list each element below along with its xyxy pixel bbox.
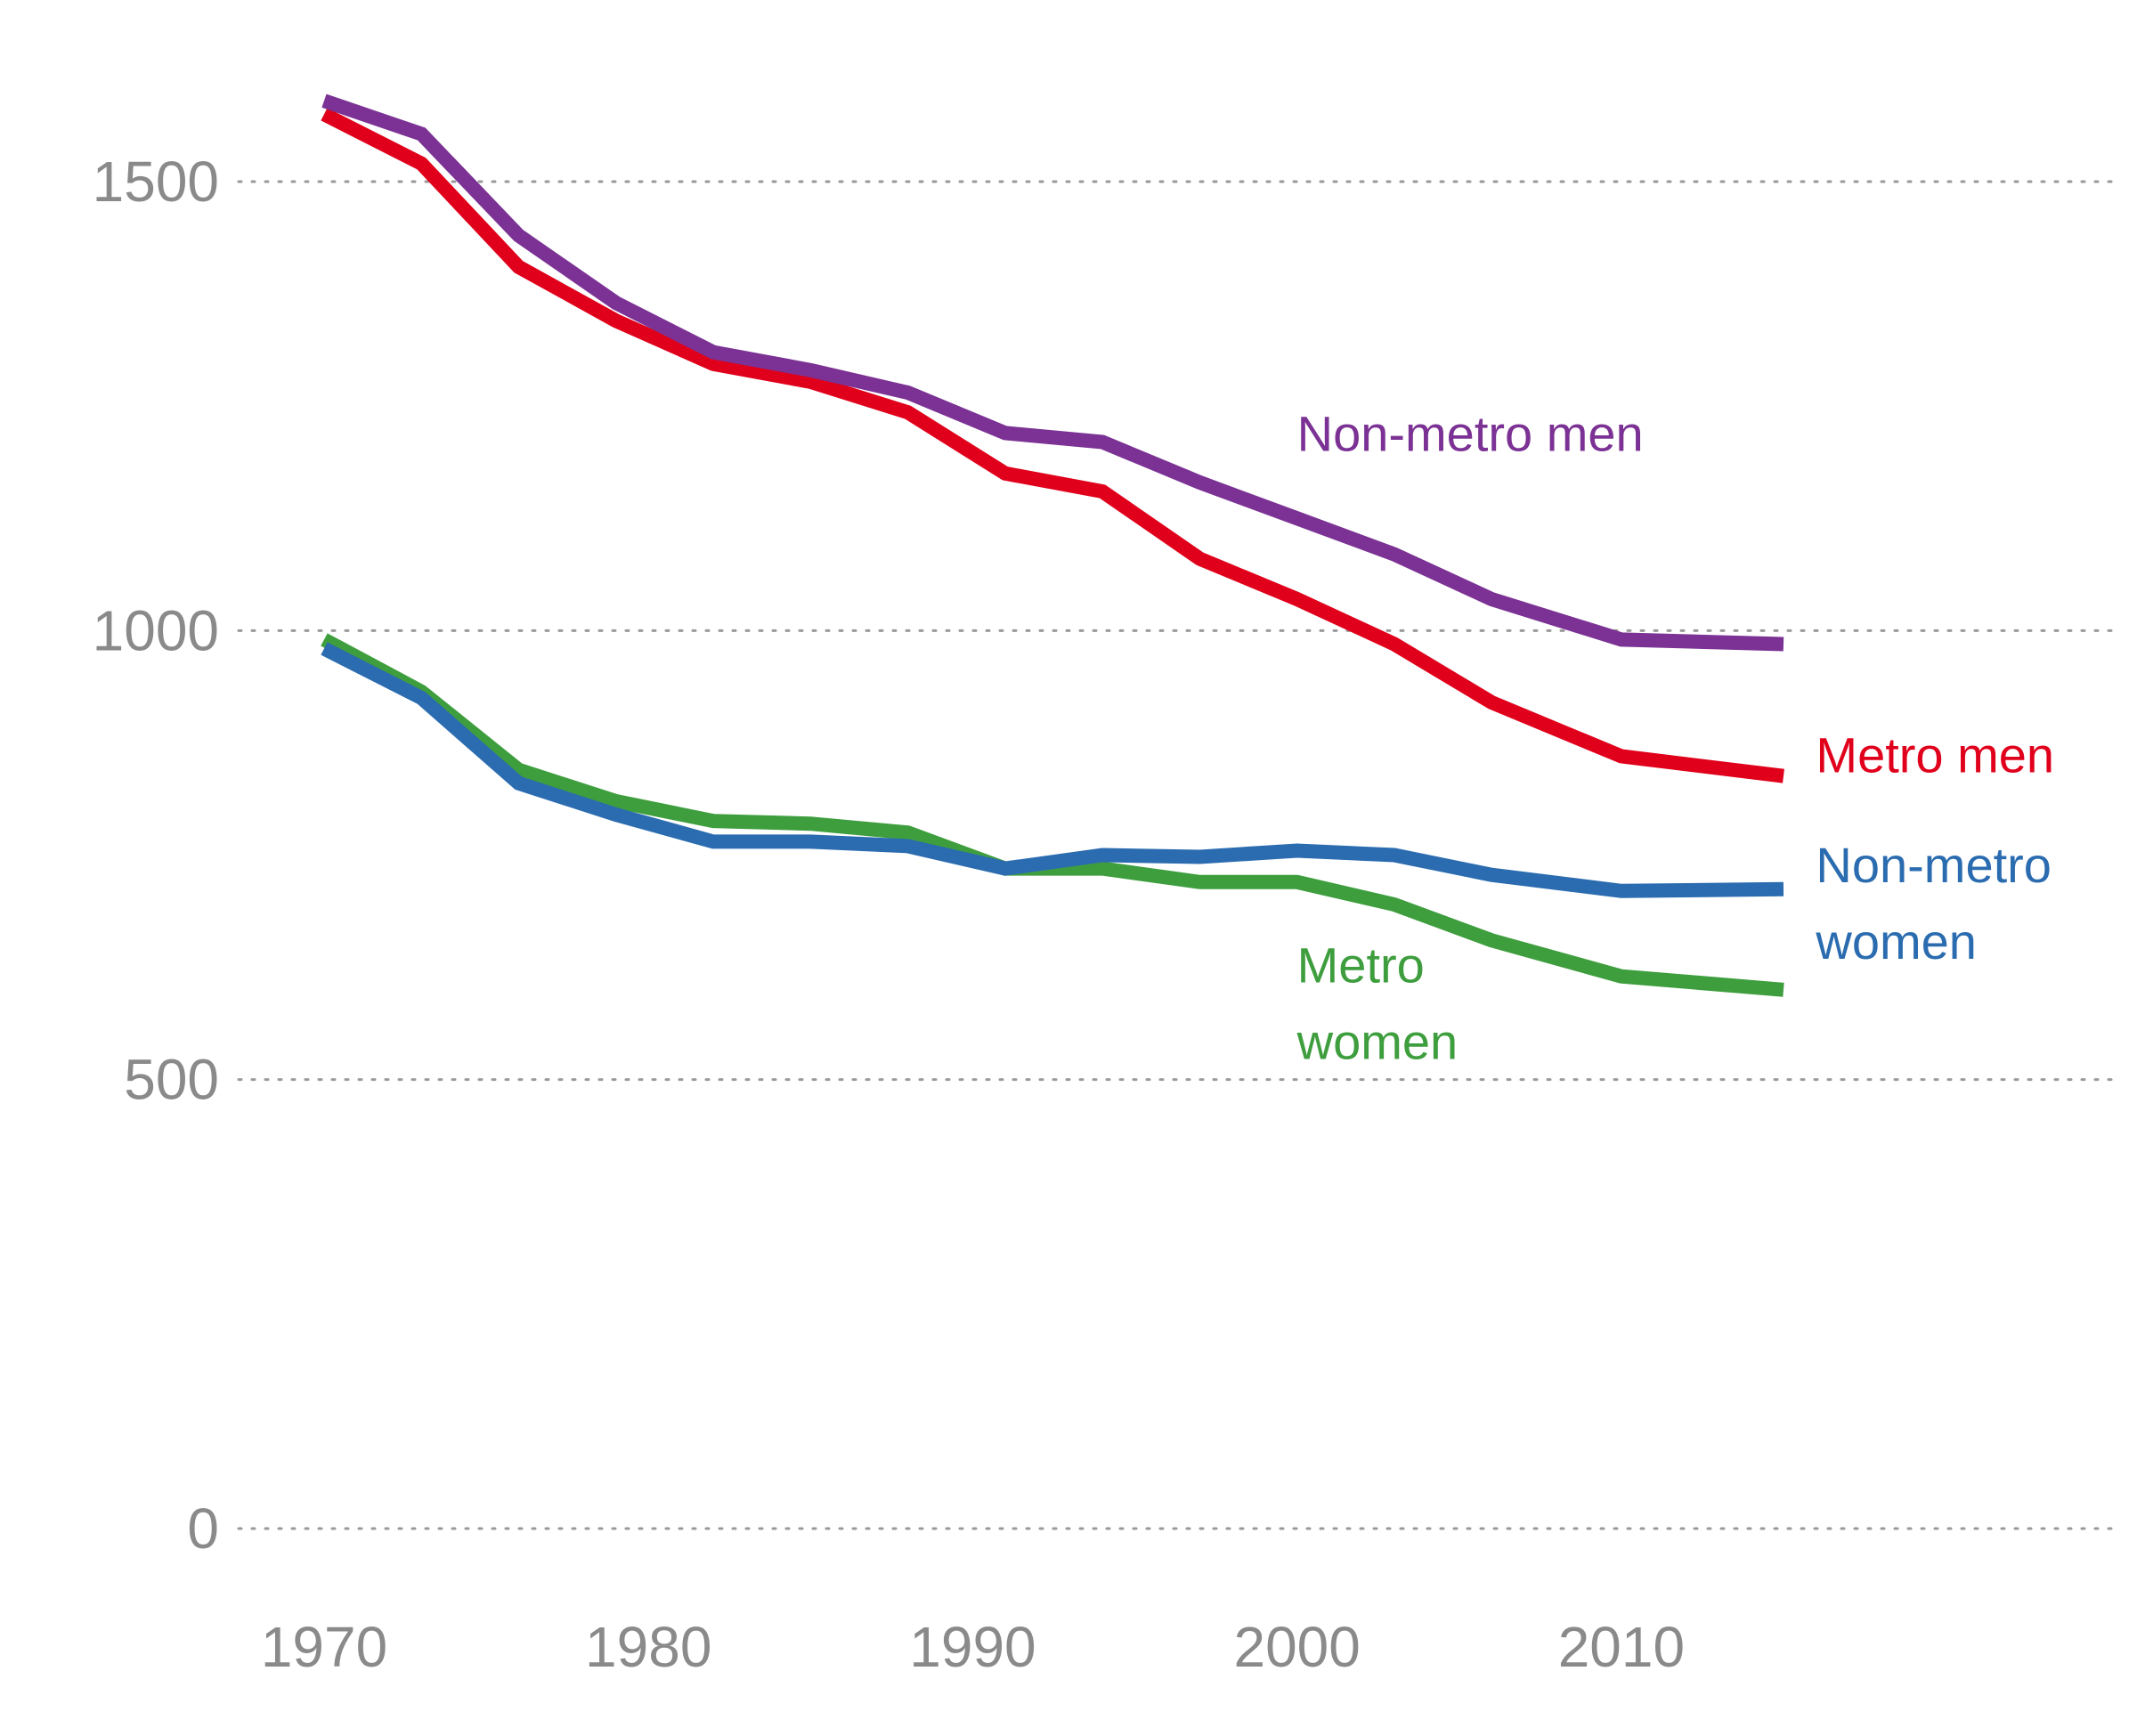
x-tick-label: 1980 [585, 1615, 711, 1679]
series-label-metro-men: Metro men [1816, 727, 2054, 783]
x-axis-tick-labels: 1970 1980 1990 2000 2010 [261, 1615, 1685, 1679]
x-tick-label: 1990 [909, 1615, 1036, 1679]
series-line-metro-men [321, 108, 1784, 783]
x-tick-label: 1970 [261, 1615, 387, 1679]
y-tick-label: 0 [187, 1497, 219, 1561]
series-labels: Non-metro men Metro men Non-metro women Metr… [1296, 406, 2054, 1070]
series-label-nonmetro-men: Non-metro men [1297, 406, 1644, 462]
series-label-nonmetro-women: Non-metro women [1815, 837, 2052, 969]
series-label-metro-women: Metro women [1296, 937, 1459, 1070]
y-axis-tick-labels: 0 500 1000 1500 [93, 150, 219, 1561]
y-tick-label: 1500 [93, 150, 219, 214]
series-line-nonmetro-women [321, 642, 1784, 898]
x-tick-label: 2000 [1233, 1615, 1360, 1679]
y-tick-label: 1000 [93, 598, 219, 662]
series-lines [321, 93, 1784, 997]
y-tick-label: 500 [124, 1048, 219, 1112]
series-line-nonmetro-men [321, 93, 1784, 652]
series-line-metro-women [321, 633, 1784, 997]
x-tick-label: 2010 [1558, 1615, 1685, 1679]
